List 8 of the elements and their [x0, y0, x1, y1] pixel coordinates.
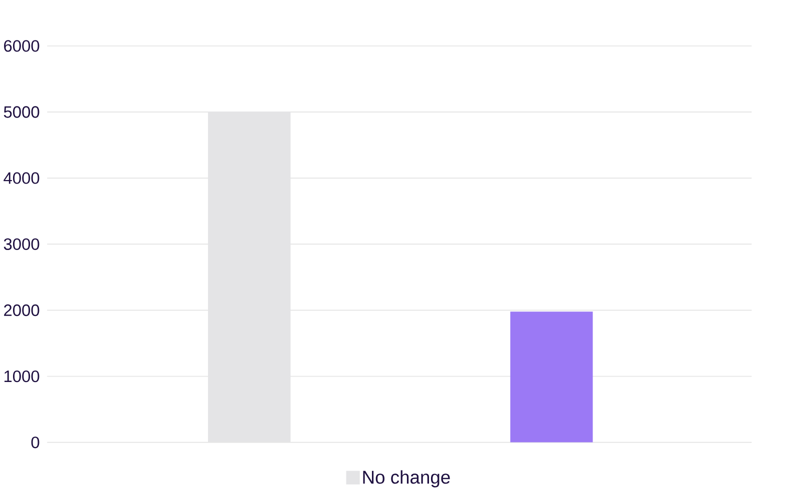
y-tick-label: 2000 [4, 304, 40, 316]
y-tick-label: 3000 [4, 238, 40, 250]
y-tick-label: 1000 [4, 370, 40, 382]
legend-label: No change [363, 470, 450, 488]
y-tick-label: 4000 [4, 172, 40, 184]
y-tick-label: 5000 [4, 106, 40, 118]
y-tick-label: 0 [31, 436, 40, 448]
y-tick-label: 6000 [4, 40, 40, 52]
